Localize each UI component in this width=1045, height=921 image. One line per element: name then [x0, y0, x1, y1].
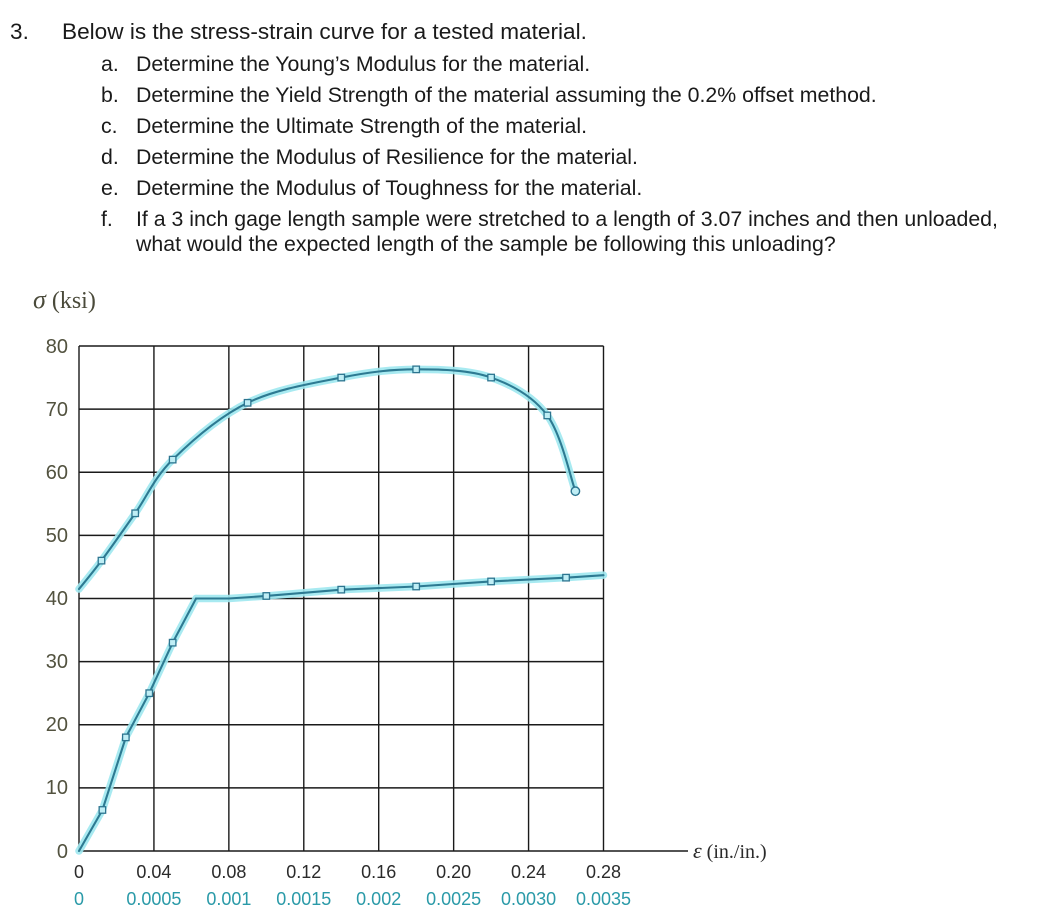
svg-text:ε (in./in.): ε (in./in.): [693, 838, 767, 863]
svg-text:0.12: 0.12: [286, 862, 321, 882]
svg-text:60: 60: [46, 462, 68, 484]
svg-text:0.0015: 0.0015: [276, 889, 331, 909]
svg-text:0: 0: [74, 862, 84, 882]
svg-text:0.001: 0.001: [206, 889, 251, 909]
svg-text:0.16: 0.16: [361, 862, 396, 882]
svg-text:0.0005: 0.0005: [126, 889, 181, 909]
svg-text:0.04: 0.04: [136, 862, 171, 882]
svg-text:0.0030: 0.0030: [501, 889, 556, 909]
svg-text:0.28: 0.28: [586, 862, 621, 882]
svg-text:0.24: 0.24: [511, 862, 546, 882]
svg-text:80: 80: [46, 336, 68, 358]
svg-text:0.0025: 0.0025: [426, 889, 481, 909]
svg-text:20: 20: [46, 714, 68, 736]
svg-text:σ (ksi): σ (ksi): [33, 285, 96, 314]
svg-text:50: 50: [46, 525, 68, 547]
svg-text:0.20: 0.20: [436, 862, 471, 882]
svg-text:10: 10: [46, 777, 68, 799]
svg-text:0: 0: [74, 889, 84, 909]
svg-text:0.08: 0.08: [211, 862, 246, 882]
svg-text:30: 30: [46, 651, 68, 673]
svg-text:40: 40: [46, 588, 68, 610]
svg-text:0.0035: 0.0035: [576, 889, 631, 909]
svg-text:0.002: 0.002: [356, 889, 401, 909]
svg-text:0: 0: [57, 841, 68, 863]
svg-text:70: 70: [46, 399, 68, 421]
